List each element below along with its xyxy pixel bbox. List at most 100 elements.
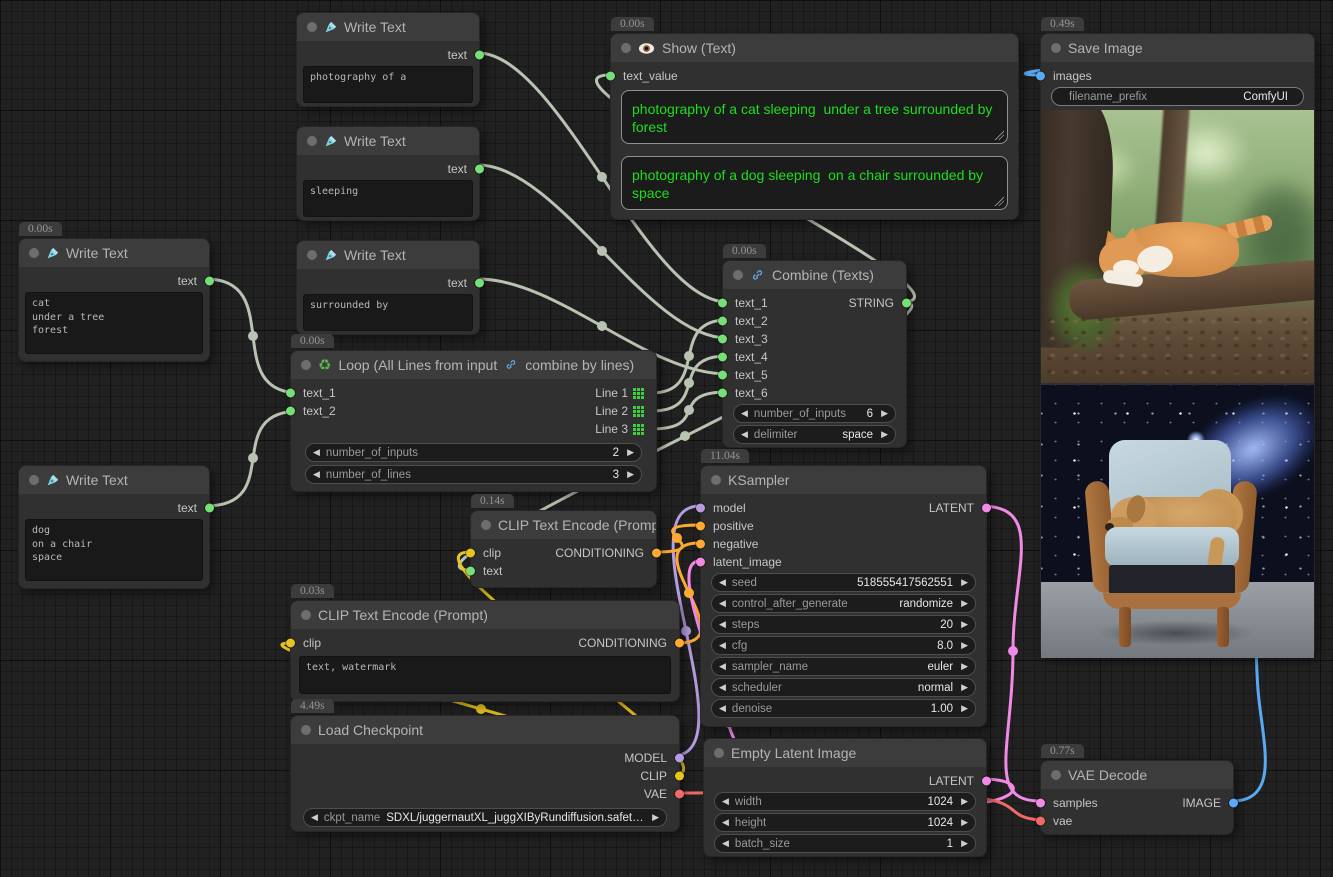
input-slot-samples[interactable]	[1036, 798, 1045, 808]
stepper-right-icon[interactable]: ▶	[961, 703, 968, 713]
output-slot-string[interactable]	[902, 298, 911, 308]
grid-output-icon[interactable]	[633, 387, 644, 399]
node-title-bar[interactable]: Combine (Texts)	[723, 261, 906, 289]
input-slot-positive[interactable]	[696, 521, 705, 531]
node-write-text-cat[interactable]: 0.00s Write Text text cat under a tree f…	[18, 222, 214, 362]
output-slot-text[interactable]	[205, 503, 214, 513]
grid-output-icon[interactable]	[633, 405, 644, 417]
output-slot-text[interactable]	[475, 164, 484, 174]
collapse-dot[interactable]	[733, 270, 743, 280]
input-slot-clip[interactable]	[286, 638, 295, 648]
collapse-dot[interactable]	[301, 610, 311, 620]
input-slot-latent-image[interactable]	[696, 557, 705, 567]
collapse-dot[interactable]	[481, 520, 491, 530]
collapse-dot[interactable]	[307, 136, 317, 146]
stepper-right-icon[interactable]: ▶	[627, 447, 634, 457]
text-input-area[interactable]: sleeping	[303, 180, 473, 217]
output-slot-clip[interactable]	[675, 771, 684, 781]
text-input-area[interactable]: photography of a	[303, 66, 473, 103]
stepper-left-icon[interactable]: ◀	[741, 429, 748, 439]
collapse-dot[interactable]	[711, 475, 721, 485]
grid-output-icon[interactable]	[633, 423, 644, 435]
collapse-dot[interactable]	[307, 250, 317, 260]
node-title-bar[interactable]: Empty Latent Image	[704, 739, 986, 767]
stepper-left-icon[interactable]: ◀	[311, 812, 318, 822]
input-slot-text-2[interactable]	[286, 406, 295, 416]
node-write-text-dog[interactable]: Write Text text dog on a chair space	[18, 465, 214, 589]
stepper-right-icon[interactable]: ▶	[961, 838, 968, 848]
input-slot-text[interactable]	[466, 566, 475, 576]
node-title-bar[interactable]: Save Image	[1041, 34, 1314, 62]
stepper-right-icon[interactable]: ▶	[652, 812, 659, 822]
node-title-bar[interactable]: KSampler	[701, 466, 986, 494]
stepper-right-icon[interactable]: ▶	[961, 796, 968, 806]
node-write-text-3[interactable]: Write Text text surrounded by	[296, 240, 484, 335]
stepper-left-icon[interactable]: ◀	[722, 796, 729, 806]
output-slot-text[interactable]	[475, 278, 484, 288]
stepper-left-icon[interactable]: ◀	[313, 469, 320, 479]
node-title-bar[interactable]: Load Checkpoint	[291, 716, 679, 744]
collapse-dot[interactable]	[621, 43, 631, 53]
node-clip-text-encode-negative[interactable]: 0.03s CLIP Text Encode (Prompt) clip COND…	[286, 584, 684, 702]
node-vae-decode[interactable]: 0.77s VAE Decode samples IMAGE vae	[1036, 744, 1238, 835]
input-slot-vae[interactable]	[1036, 816, 1045, 826]
stepper-left-icon[interactable]: ◀	[719, 619, 726, 629]
node-show-text[interactable]: 0.00s Show (Text) text_value photography…	[606, 17, 1019, 220]
stepper-right-icon[interactable]: ▶	[881, 429, 888, 439]
node-write-text-1[interactable]: Write Text text photography of a	[296, 12, 484, 107]
widget-control-after-generate[interactable]: ◀ control_after_generate randomize ▶	[711, 594, 976, 613]
widget-seed[interactable]: ◀ seed 518555417562551 ▶	[711, 573, 976, 592]
input-slot-text-2[interactable]	[718, 316, 727, 326]
node-title-bar[interactable]: Write Text	[297, 241, 479, 269]
node-title-bar[interactable]: Write Text	[297, 13, 479, 41]
node-ksampler[interactable]: 11.04s KSampler model LATENT positive neg…	[696, 449, 991, 727]
collapse-dot[interactable]	[301, 360, 311, 370]
input-slot-text-1[interactable]	[718, 298, 727, 308]
node-save-image[interactable]: 0.49s Save Image images filename_prefix C…	[1036, 17, 1315, 658]
text-input-area[interactable]: text, watermark	[299, 656, 671, 694]
stepper-right-icon[interactable]: ▶	[961, 682, 968, 692]
widget-delimiter[interactable]: ◀ delimiter space ▶	[733, 425, 896, 444]
stepper-left-icon[interactable]: ◀	[719, 598, 726, 608]
input-slot-images[interactable]	[1036, 71, 1045, 81]
node-title-bar[interactable]: Write Text	[19, 466, 209, 494]
text-input-area[interactable]: dog on a chair space	[25, 519, 203, 581]
output-slot-text[interactable]	[205, 276, 214, 286]
stepper-left-icon[interactable]: ◀	[313, 447, 320, 457]
input-slot-text-1[interactable]	[286, 388, 295, 398]
widget-width[interactable]: ◀ width 1024 ▶	[714, 792, 976, 811]
widget-filename-prefix[interactable]: filename_prefix ComfyUI	[1051, 87, 1304, 106]
widget-denoise[interactable]: ◀ denoise 1.00 ▶	[711, 699, 976, 718]
widget-cfg[interactable]: ◀ cfg 8.0 ▶	[711, 636, 976, 655]
node-title-bar[interactable]: VAE Decode	[1041, 761, 1233, 789]
stepper-right-icon[interactable]: ▶	[961, 577, 968, 587]
output-slot-conditioning[interactable]	[675, 638, 684, 648]
output-slot-model[interactable]	[675, 753, 684, 763]
input-slot-text-3[interactable]	[718, 334, 727, 344]
widget-scheduler[interactable]: ◀ scheduler normal ▶	[711, 678, 976, 697]
stepper-left-icon[interactable]: ◀	[722, 817, 729, 827]
output-slot-text[interactable]	[475, 50, 484, 60]
collapse-dot[interactable]	[301, 725, 311, 735]
node-empty-latent-image[interactable]: Empty Latent Image LATENT ◀ width 1024 ▶ ◀ h…	[703, 738, 991, 857]
widget-sampler-name[interactable]: ◀ sampler_name euler ▶	[711, 657, 976, 676]
node-write-text-2[interactable]: Write Text text sleeping	[296, 126, 484, 221]
stepper-left-icon[interactable]: ◀	[719, 661, 726, 671]
show-text-output-2[interactable]: photography of a dog sleeping on a chair…	[621, 156, 1008, 210]
input-slot-text-value[interactable]	[606, 71, 615, 81]
collapse-dot[interactable]	[1051, 770, 1061, 780]
text-input-area[interactable]: cat under a tree forest	[25, 292, 203, 354]
input-slot-clip[interactable]	[466, 548, 475, 558]
node-title-bar[interactable]: CLIP Text Encode (Prompt)	[471, 511, 656, 539]
text-input-area[interactable]: surrounded by	[303, 294, 473, 331]
stepper-left-icon[interactable]: ◀	[719, 577, 726, 587]
output-slot-vae[interactable]	[675, 789, 684, 799]
show-text-output-1[interactable]: photography of a cat sleeping under a tr…	[621, 90, 1008, 144]
widget-steps[interactable]: ◀ steps 20 ▶	[711, 615, 976, 634]
widget-ckpt-name[interactable]: ◀ ckpt_name SDXL/juggernautXL_juggXIByRund…	[303, 808, 667, 827]
widget-number-of-inputs[interactable]: ◀ number_of_inputs 6 ▶	[733, 404, 896, 423]
input-slot-model[interactable]	[696, 503, 705, 513]
stepper-left-icon[interactable]: ◀	[722, 838, 729, 848]
node-title-bar[interactable]: Show (Text)	[611, 34, 1018, 62]
